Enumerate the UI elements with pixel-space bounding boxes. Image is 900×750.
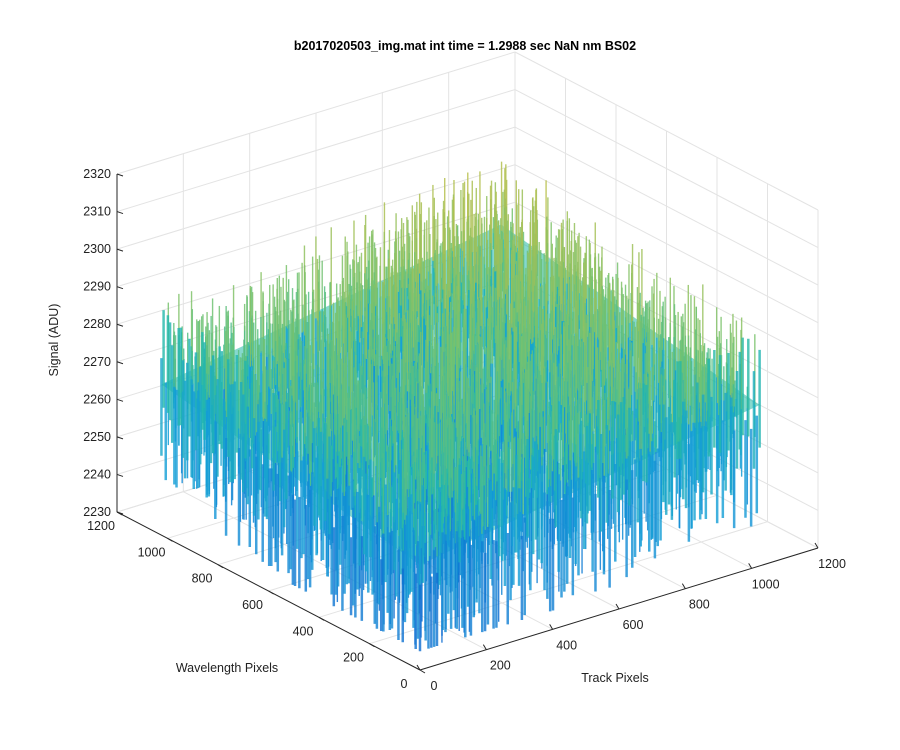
back-wall-grid-line	[514, 51, 819, 211]
back-wall-grid-line	[514, 239, 819, 399]
back-wall-grid-line	[116, 89, 516, 213]
back-wall-grid-line	[116, 51, 516, 175]
back-wall-grid-line	[514, 126, 819, 286]
surface-plot	[160, 161, 761, 652]
back-wall-grid-line	[514, 201, 819, 361]
back-wall-grid-line	[514, 164, 819, 324]
back-wall-grid-line	[514, 89, 819, 248]
back-wall-grid-line	[116, 126, 516, 250]
back-wall-grid-line	[116, 164, 516, 288]
